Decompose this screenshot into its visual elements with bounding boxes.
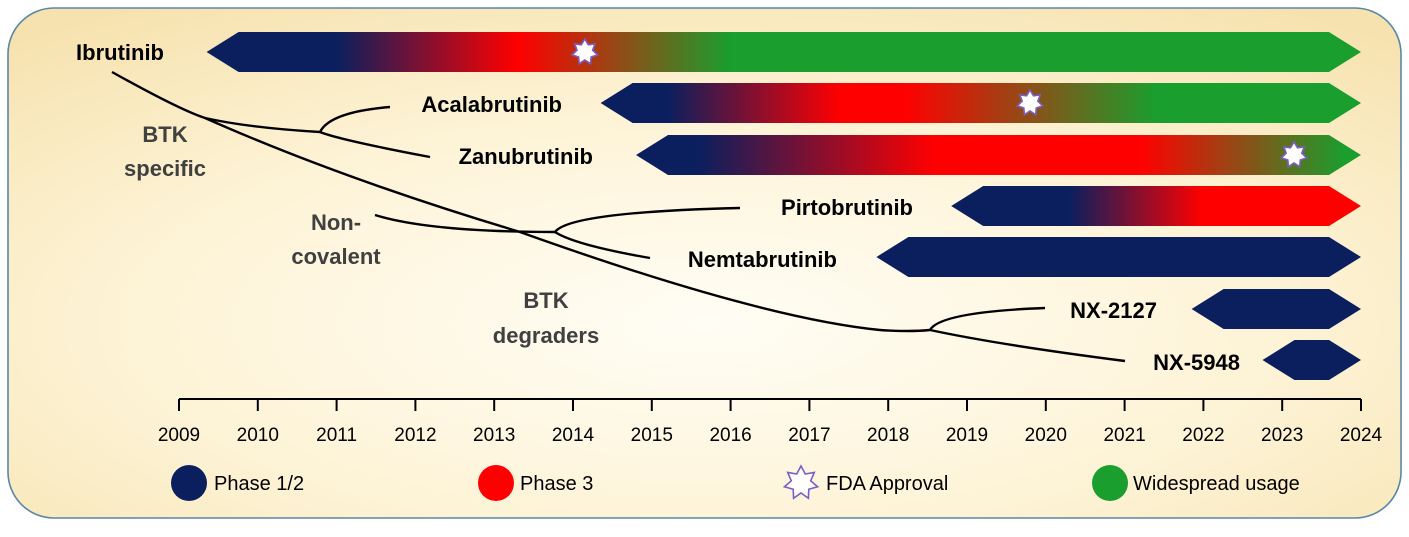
axis-tick-label: 2016: [709, 425, 751, 446]
legend-phase3-label: Phase 3: [520, 473, 593, 495]
legend-approval-star-icon: [782, 464, 820, 500]
phylogeny-tree: [111, 70, 1126, 363]
drug-labels: Ibrutinib Acalabrutinib Zanubrutinib Pir…: [76, 40, 1240, 375]
branch-label-noncovalent-line2: covalent: [291, 244, 381, 269]
axis-tick-label: 2019: [946, 425, 988, 446]
legend-phase12-label: Phase 1/2: [214, 473, 304, 495]
tree-zanubrutinib-branch: [319, 130, 431, 159]
branch-label-noncovalent-line1: Non-: [311, 210, 361, 235]
axis-tick-label: 2014: [552, 425, 595, 446]
bar-pirtobrutinib: [951, 186, 1361, 226]
branch-label-btk-specific-line1: BTK: [142, 122, 187, 147]
fda-approval-star-zanubrutinib: [1279, 140, 1309, 169]
axis-tick-label: 2013: [473, 425, 515, 446]
bar-ibrutinib: [206, 32, 1362, 72]
legend: Phase 1/2 Phase 3 FDA Approval Widesprea…: [171, 464, 1300, 501]
tree-noncovalent-branch: [374, 213, 556, 234]
axis-tick-label: 2022: [1182, 425, 1224, 446]
legend-star-shape: [782, 464, 820, 500]
axis-tick-label: 2009: [158, 425, 200, 446]
axis-tick-label: 2015: [631, 425, 673, 446]
bar-acalabrutinib: [600, 83, 1361, 123]
label-zanubrutinib: Zanubrutinib: [459, 144, 593, 169]
tree-nx5948-branch: [929, 328, 1126, 363]
tree-pirtobrutinib-branch: [554, 206, 741, 233]
label-pirtobrutinib: Pirtobrutinib: [781, 195, 913, 220]
bar-nemtabrutinib: [876, 237, 1361, 277]
label-nx-2127: NX-2127: [1070, 298, 1157, 323]
legend-approval: FDA Approval: [782, 464, 948, 500]
label-ibrutinib: Ibrutinib: [76, 40, 164, 65]
label-nemtabrutinib: Nemtabrutinib: [688, 247, 837, 272]
tree-btk-specific-branch: [204, 116, 321, 134]
axis-tick-label: 2024: [1340, 425, 1383, 446]
axis-tick-label: 2021: [1103, 425, 1145, 446]
tree-nx2127-branch: [928, 306, 1046, 331]
legend-widespread-label: Widespread usage: [1133, 473, 1300, 495]
tree-degraders-branch: [879, 328, 931, 333]
branch-label-degraders-line1: BTK: [523, 288, 568, 313]
axis-tick-label: 2017: [788, 425, 830, 446]
drug-bars: [206, 32, 1362, 380]
axis-tick-label: 2020: [1025, 425, 1067, 446]
legend-phase3: Phase 3: [478, 465, 593, 501]
branch-label-degraders-line2: degraders: [493, 323, 599, 348]
legend-phase3-swatch: [478, 465, 514, 501]
axis-tick-label: 2023: [1261, 425, 1303, 446]
axis-tick-label: 2018: [867, 425, 909, 446]
axis-tick-label: 2011: [316, 425, 357, 446]
axis-tick-label: 2012: [394, 425, 436, 446]
axis-tick-label: 2010: [237, 425, 279, 446]
tree-acalabrutinib-branch: [318, 105, 391, 133]
bar-nx-2127: [1191, 289, 1361, 329]
tree-nemtabrutinib-branch: [554, 230, 651, 260]
bar-nx-5948: [1262, 340, 1361, 380]
branch-labels: BTK specific Non- covalent BTK degraders: [124, 122, 599, 348]
tree-main-branch: [111, 70, 881, 332]
branch-label-btk-specific-line2: specific: [124, 156, 206, 181]
legend-phase12: Phase 1/2: [171, 465, 304, 501]
label-acalabrutinib: Acalabrutinib: [421, 92, 562, 117]
label-nx-5948: NX-5948: [1153, 350, 1240, 375]
fda-approval-star-ibrutinib: [570, 37, 600, 66]
legend-widespread-swatch: [1092, 465, 1128, 501]
legend-phase12-swatch: [171, 465, 207, 501]
legend-widespread: Widespread usage: [1092, 465, 1300, 501]
year-axis: 2009 2010 2011 2012 2013 2014 2015 2016 2017 2018…: [158, 398, 1383, 446]
bar-zanubrutinib: [636, 135, 1361, 175]
legend-approval-label: FDA Approval: [826, 473, 948, 495]
fda-approval-star-acalabrutinib: [1015, 88, 1045, 117]
